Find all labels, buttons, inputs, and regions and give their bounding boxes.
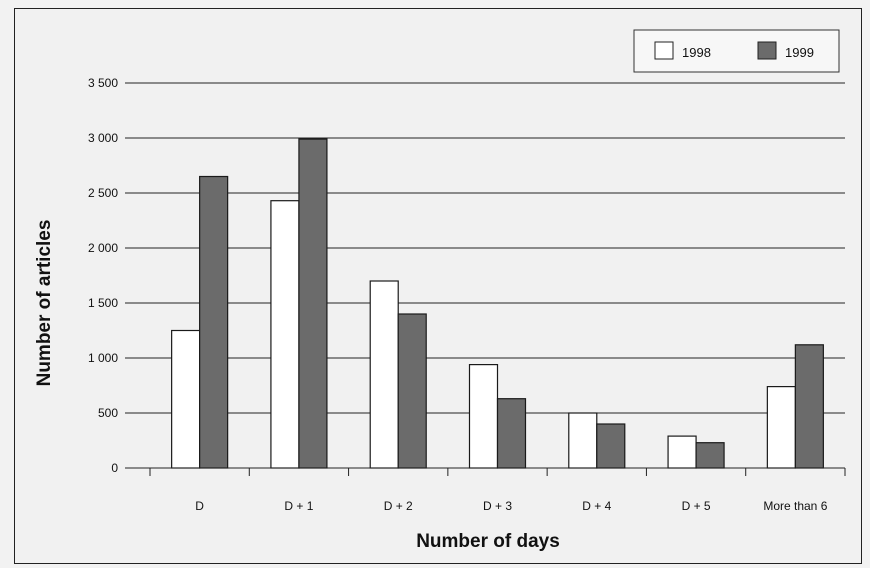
bar-1999-d+2 xyxy=(397,313,427,469)
gridlines xyxy=(130,82,845,414)
y-tick-label: 500 xyxy=(98,406,118,420)
bar-1999-d+3 xyxy=(496,398,527,469)
legend-swatch-1999 xyxy=(757,41,777,60)
x-tick-label: D + 5 xyxy=(682,499,711,513)
y-tick-label: 1 000 xyxy=(88,351,118,365)
bar-1999-morethan6 xyxy=(794,344,824,469)
legend-label-1999: 1999 xyxy=(785,45,814,60)
x-axis: D D + 1 D + 2 D + 3 D + 4 D + 5 More than 6 xyxy=(130,467,846,513)
bars xyxy=(171,138,824,469)
x-tick-label: D + 3 xyxy=(483,499,512,513)
y-tick-label: 3 500 xyxy=(88,76,118,90)
x-tick-label: D + 1 xyxy=(284,499,313,513)
legend-swatch-1998 xyxy=(654,41,674,60)
bar-1999-d+4 xyxy=(596,423,626,469)
bar-1999-d xyxy=(199,175,229,469)
y-tick-label: 3 000 xyxy=(88,131,118,145)
x-tick-label: D + 4 xyxy=(582,499,611,513)
chart-frame xyxy=(14,8,862,564)
bar-1998-d xyxy=(171,329,201,469)
y-tick-label: 2 000 xyxy=(88,241,118,255)
x-axis-title: Number of days xyxy=(416,531,560,552)
y-tick-label: 1 500 xyxy=(88,296,118,310)
y-axis-title: Number of articles xyxy=(34,220,55,387)
x-tick-label: D + 2 xyxy=(384,499,413,513)
bar-1999-d+5 xyxy=(695,442,725,469)
y-axis-ticks: 0 500 1 000 1 500 2 000 2 500 3 000 3 500 xyxy=(88,76,130,475)
y-tick-label: 0 xyxy=(111,461,118,475)
legend-label-1998: 1998 xyxy=(682,45,711,60)
bar-1998-morethan6 xyxy=(766,386,796,469)
bar-1998-d+4 xyxy=(568,412,598,469)
bar-1998-d+3 xyxy=(468,364,499,469)
bar-1999-d+1 xyxy=(298,138,328,469)
legend: 1998 1999 xyxy=(633,29,840,73)
y-tick-label: 2 500 xyxy=(88,186,118,200)
bar-1998-d+1 xyxy=(270,200,300,469)
x-tick-label: More than 6 xyxy=(763,499,827,513)
bar-1998-d+2 xyxy=(369,280,399,469)
bar-1998-d+5 xyxy=(667,435,697,469)
x-tick-label: D xyxy=(195,499,204,513)
